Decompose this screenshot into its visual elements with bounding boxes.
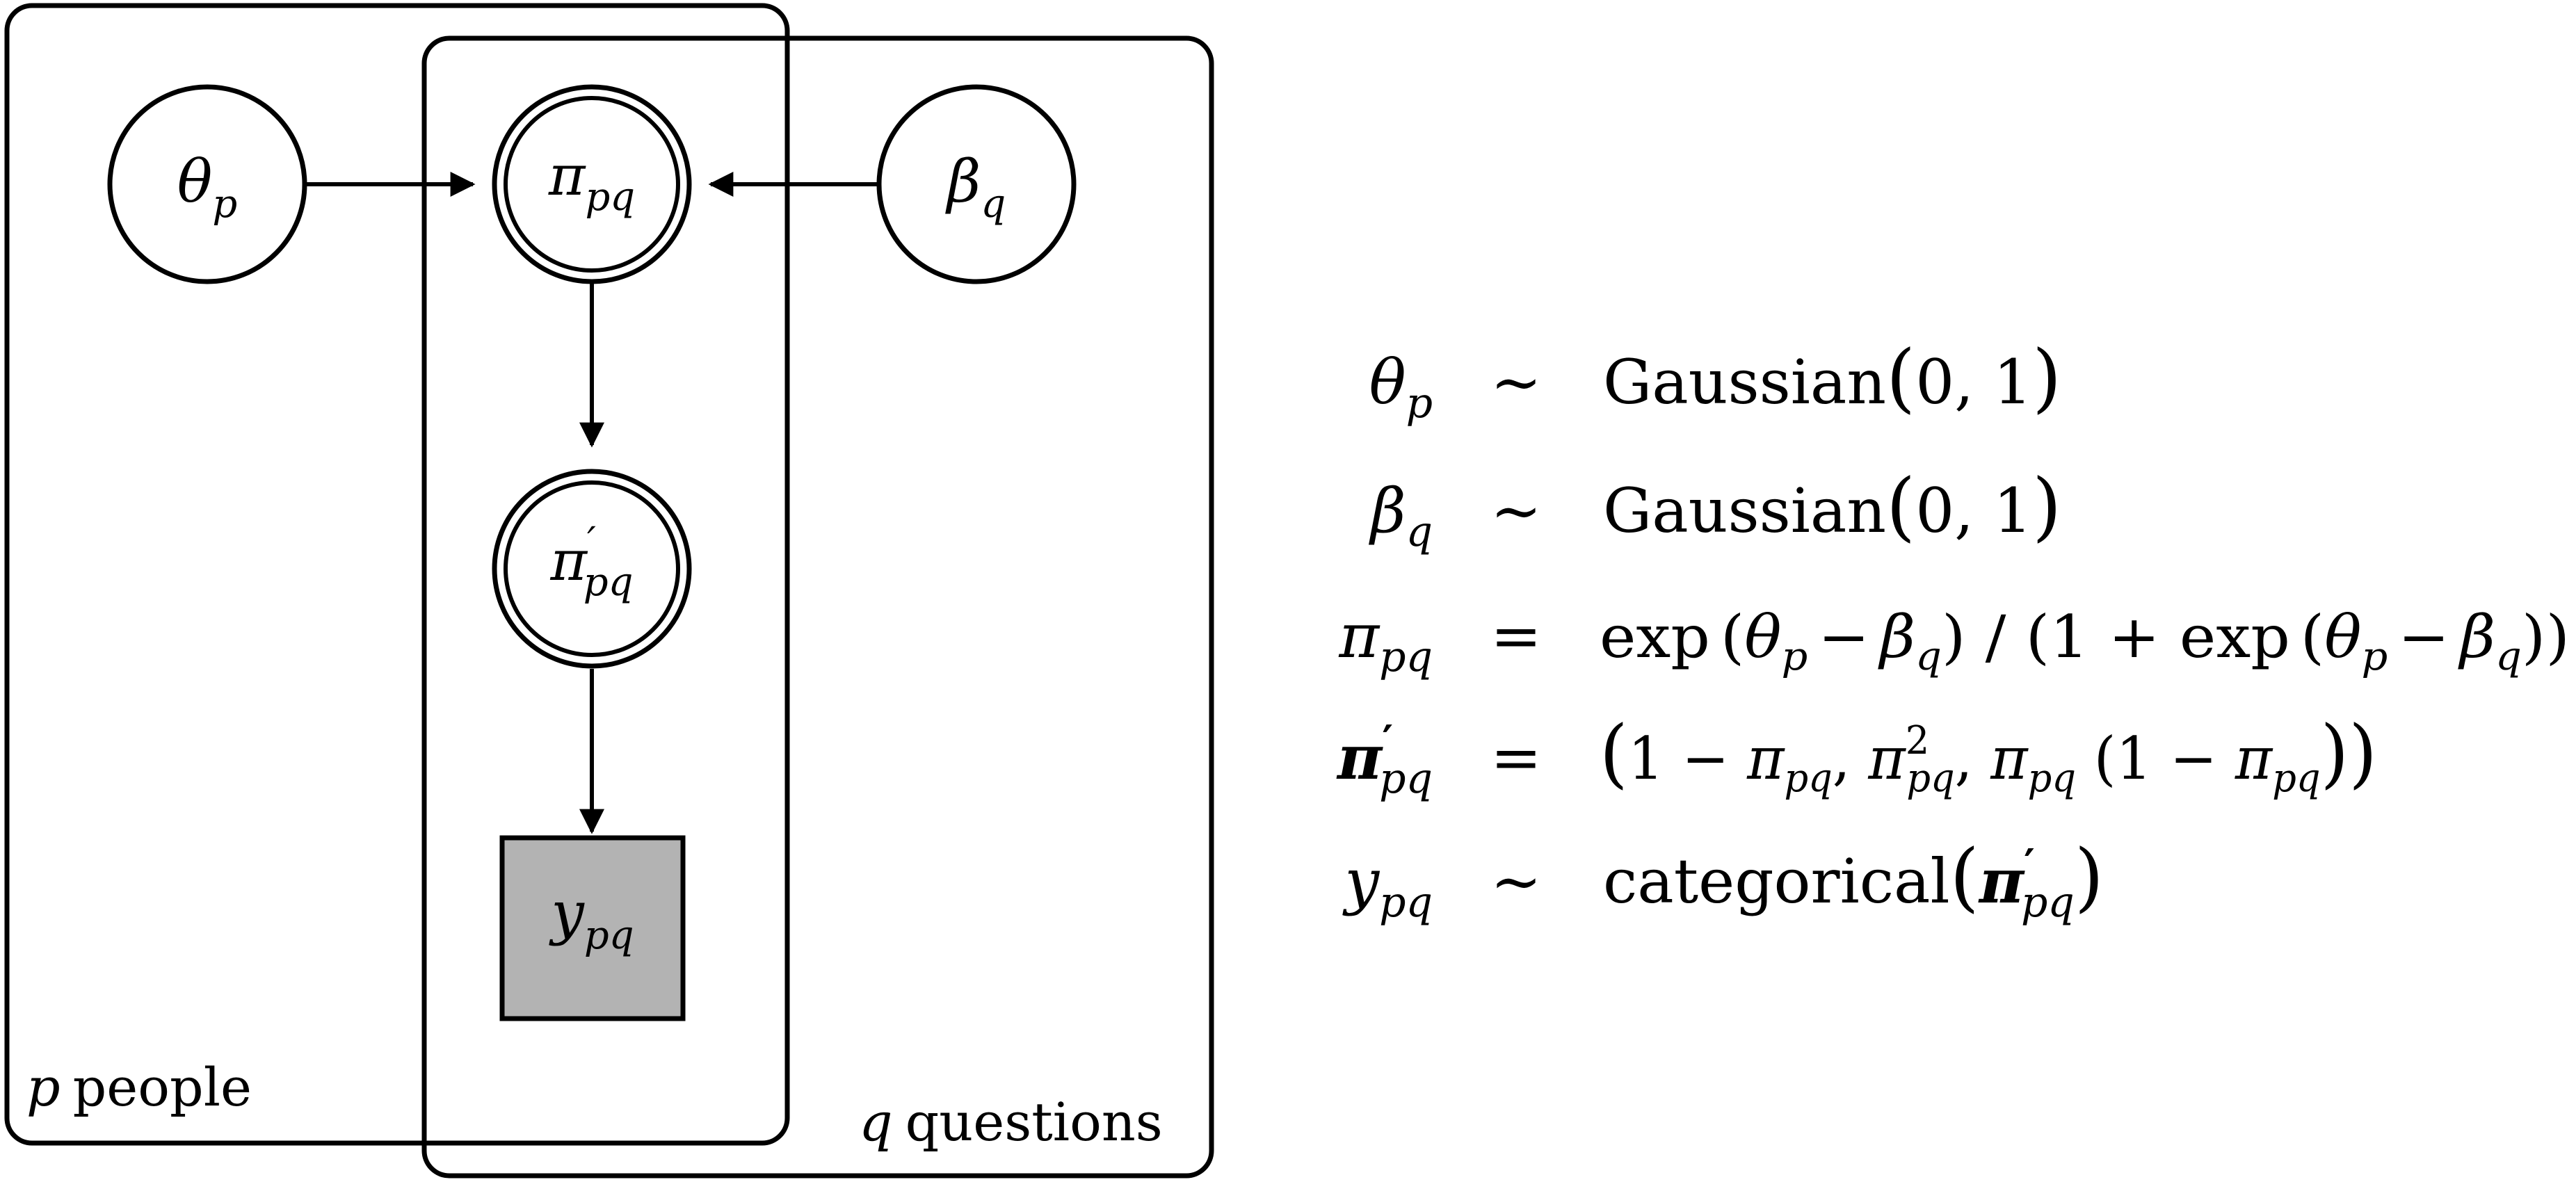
node-y-label: ypq <box>548 879 634 958</box>
node-pi-inner <box>504 96 680 273</box>
equations-block: θp ∼ Gaussian(0, 1) βq ∼ Gaussian(0, 1) … <box>1336 334 2570 927</box>
eq4-rhs: (1 − πpq, π2 pq, πpq (1 − πpq)) <box>1600 710 2377 801</box>
eq3-rhs: exp (θp − βq) / (1 + exp (θp − βq)) <box>1600 603 2570 679</box>
plate-questions <box>421 35 1214 1179</box>
eq3-relation: = <box>1490 600 1542 672</box>
eq2-lhs: βq <box>1369 475 1433 556</box>
node-theta <box>107 84 307 284</box>
node-piprime-label: π′ pq <box>550 519 634 605</box>
eq4-lhs: π′ pq <box>1336 717 1433 803</box>
eq3-lhs: πpq <box>1338 600 1433 681</box>
eq1-lhs: θp <box>1369 346 1433 428</box>
node-pi-outer <box>492 84 692 284</box>
node-pi-label: πpq <box>548 143 635 220</box>
node-y-observed <box>499 835 686 1021</box>
eq2-relation: ∼ <box>1490 475 1542 547</box>
eq5-relation: ∼ <box>1490 845 1542 917</box>
eq1-rhs: Gaussian(0, 1) <box>1603 334 2061 421</box>
eq5-rhs: categorical(π′ pq) <box>1603 834 2104 927</box>
plate-people <box>4 3 790 1146</box>
node-piprime-inner <box>504 480 680 657</box>
node-beta-label: βq <box>945 147 1006 227</box>
plate-questions-label: q questions <box>859 1091 1163 1153</box>
node-theta-label: θp <box>177 147 237 227</box>
eq5-lhs: ypq <box>1342 845 1433 927</box>
eq2-rhs: Gaussian(0, 1) <box>1603 463 2061 550</box>
eq1-relation: ∼ <box>1490 346 1542 418</box>
node-piprime-outer <box>492 469 692 669</box>
eq4-relation: = <box>1490 722 1542 793</box>
node-beta <box>876 84 1077 284</box>
plate-people-label: p people <box>26 1056 252 1118</box>
